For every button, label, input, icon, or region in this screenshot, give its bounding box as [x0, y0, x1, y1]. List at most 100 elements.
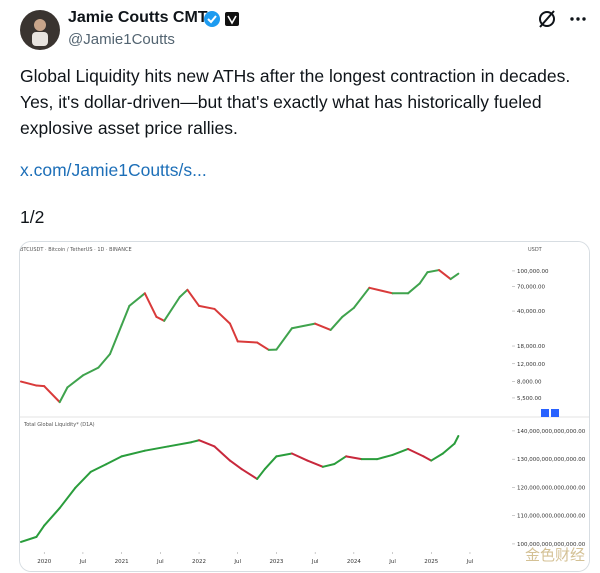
chart-title: BTCUSDT · Bitcoin / TetherUS · 1D · BINA… [20, 247, 132, 253]
header-actions[interactable] [536, 8, 588, 30]
series-segment [58, 386, 69, 404]
series-segment [368, 286, 394, 295]
series-segment [376, 453, 394, 461]
series-segment [321, 462, 336, 468]
x-tick-label: 2024 [347, 559, 361, 565]
series-segment [430, 452, 444, 462]
tweet-link[interactable]: x.com/Jamie1Coutts/s... [20, 160, 207, 180]
series-segment [109, 324, 123, 356]
y-tick-label: 100,000.00 [517, 269, 549, 275]
series-segment [275, 327, 293, 351]
series-segment [97, 353, 112, 369]
series-segment [407, 447, 425, 458]
x-tick-label: Jul [156, 559, 164, 565]
series-segment [178, 288, 189, 299]
series-segment [167, 441, 193, 448]
series-segment [314, 322, 332, 331]
x-tick-label: Jul [466, 559, 474, 565]
series-segment [20, 380, 38, 387]
y-tick-label: 18,000.00 [517, 344, 545, 350]
x-tick-label: 2022 [192, 559, 206, 565]
author-name[interactable]: Jamie Coutts CMT [68, 9, 208, 26]
y-tick-label: 40,000.00 [517, 309, 545, 315]
series-segment [426, 269, 441, 274]
series-segment [438, 269, 452, 281]
scale-button[interactable] [551, 409, 559, 417]
x-tick-label: 2021 [115, 559, 129, 565]
series-segment [290, 452, 309, 462]
y-tick-label: 110,000,000,000,000.00 [517, 514, 586, 520]
series-segment [163, 296, 181, 322]
series-segment [329, 315, 344, 331]
x-tick-label: 2023 [269, 559, 283, 565]
tweet-text: explosive asset price rallies. [20, 118, 238, 138]
series-segment [143, 445, 170, 452]
tweet-text: Yes, it's dollar-driven—but that's exact… [20, 92, 542, 112]
series-segment [20, 535, 38, 543]
series-segment [190, 439, 201, 444]
author-handle[interactable]: @Jamie1Coutts [68, 31, 175, 48]
series-segment [441, 442, 456, 455]
x-tick-label: Jul [311, 559, 319, 565]
chart-image[interactable]: USDT BTCUSDT · Bitcoin / TetherUS · 1D ·… [19, 241, 590, 572]
series-segment [58, 486, 77, 510]
series-segment [422, 455, 433, 462]
series-segment [89, 463, 108, 473]
tweet-text: Global Liquidity hits new ATHs after the… [20, 66, 571, 86]
series-segment [198, 304, 216, 310]
series-segment [198, 439, 216, 448]
series-segment [43, 385, 61, 404]
y-tick-label: 12,000.00 [517, 362, 545, 368]
series-segment [155, 315, 166, 322]
series-segment [240, 468, 259, 480]
x-tick-label: Jul [233, 559, 241, 565]
series-segment [256, 468, 266, 480]
series-segment [35, 524, 46, 538]
series-segment [306, 459, 324, 468]
y-tick-label: 120,000,000,000,000.00 [517, 485, 586, 491]
x-tick-label: Jul [79, 559, 87, 565]
series-segment [263, 455, 278, 471]
series-segment [213, 445, 232, 462]
x-tick-label: 2025 [424, 559, 438, 565]
series-segment [236, 340, 259, 344]
series-segment [186, 288, 201, 307]
series-segment [341, 306, 355, 318]
x-tick-label: 2020 [37, 559, 51, 565]
series-segment [43, 507, 61, 527]
y-tick-label: 100,000,000,000,000.00 [517, 542, 586, 548]
series-segment [128, 292, 146, 307]
y-tick-label: 140,000,000,000,000.00 [517, 429, 586, 435]
avatar[interactable] [20, 10, 60, 50]
series-segment [345, 455, 363, 461]
y-tick-label: 130,000,000,000,000.00 [517, 457, 586, 463]
series-segment [418, 271, 429, 285]
series-segment [453, 434, 460, 445]
series-segment [105, 455, 123, 466]
series-segment [290, 322, 317, 330]
badges [204, 11, 239, 27]
thread-count: 1/2 [20, 207, 45, 227]
chart-title: Total Global Liquidity* (D1A) [23, 422, 95, 428]
y-tick-label: 70,000.00 [517, 285, 545, 291]
series-segment [275, 452, 293, 458]
y-tick-label: 8,000.00 [517, 380, 542, 386]
watermark: 金色财经 [525, 546, 585, 564]
series-segment [143, 292, 158, 318]
series-segment [213, 307, 232, 325]
chart-bg [20, 242, 589, 571]
unit-label: USDT [528, 247, 543, 253]
series-segment [333, 455, 348, 465]
series-segment [120, 449, 146, 458]
series-segment [81, 366, 100, 377]
series-segment [35, 384, 46, 388]
y-tick-label: 5,500.00 [517, 396, 542, 402]
series-segment [74, 470, 92, 489]
series-segment [229, 322, 239, 343]
series-segment [229, 459, 243, 471]
scale-button[interactable] [541, 409, 549, 417]
series-segment [449, 272, 460, 281]
series-segment [66, 374, 84, 389]
series-segment [352, 286, 371, 309]
